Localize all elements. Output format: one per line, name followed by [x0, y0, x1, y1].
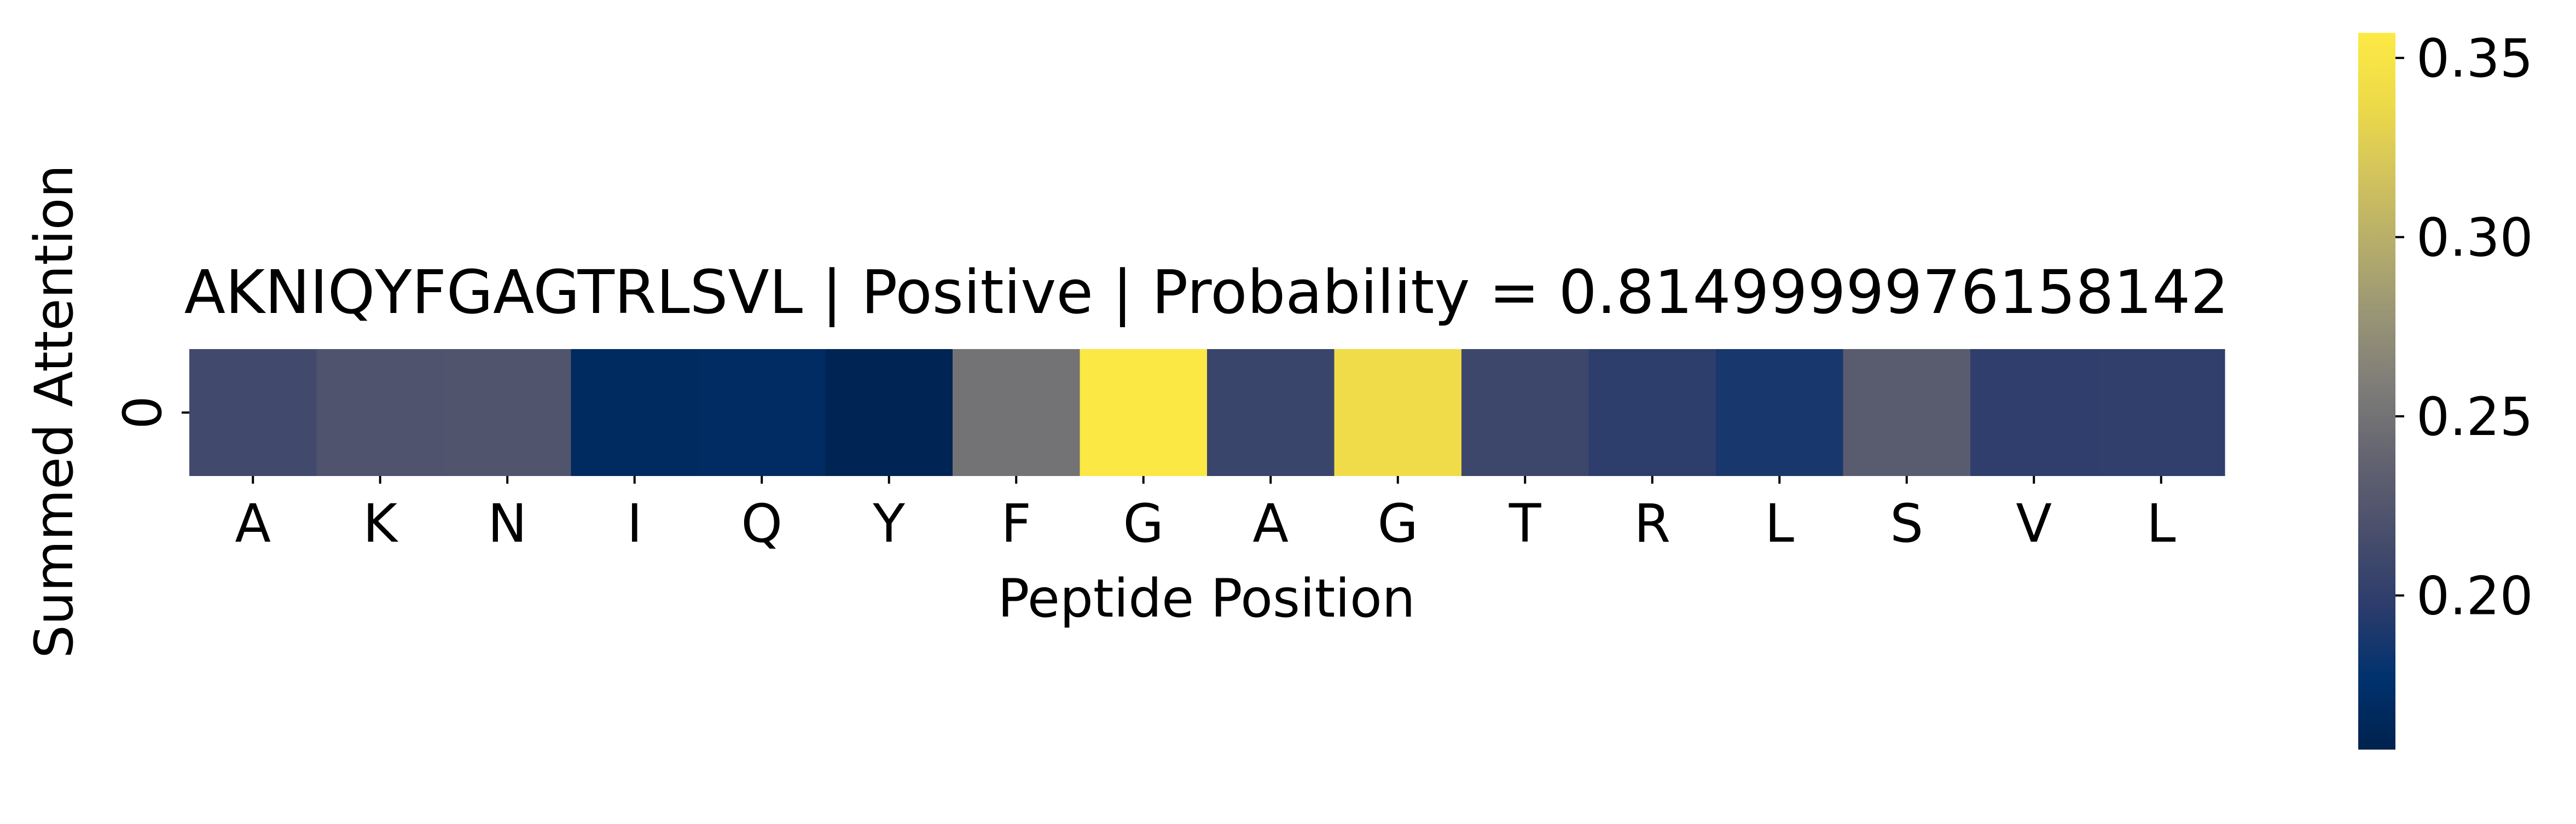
heatmap-cell — [825, 349, 953, 476]
x-tick-label: R — [1634, 493, 1670, 554]
heatmap-cell — [1461, 349, 1589, 476]
x-tick-label: G — [1123, 493, 1164, 554]
y-axis-label: Summed Attention — [24, 165, 85, 658]
x-tick-label: V — [2016, 493, 2052, 554]
y-axis-ticks: 0 — [112, 396, 189, 430]
x-tick-label: I — [627, 493, 642, 554]
heatmap-cell — [1588, 349, 1716, 476]
chart-title: AKNIQYFGAGTRLSVL | Positive | Probabilit… — [184, 257, 2229, 328]
colorbar-tick-label: 0.20 — [2416, 565, 2533, 626]
y-tick-label: 0 — [112, 396, 173, 429]
colorbar-tick-label: 0.30 — [2416, 207, 2533, 268]
x-axis-label: Peptide Position — [997, 568, 1415, 629]
heatmap-cell — [1334, 349, 1462, 476]
x-tick-label: Q — [741, 493, 782, 554]
heatmap-cell — [1843, 349, 1971, 476]
x-tick-label: L — [1765, 493, 1794, 554]
x-tick-label: L — [2146, 493, 2175, 554]
colorbar-tick-label: 0.25 — [2416, 386, 2533, 448]
heatmap-cell — [2097, 349, 2225, 476]
heatmap-cell — [698, 349, 826, 476]
x-tick-label: K — [363, 493, 398, 554]
x-tick-label: N — [488, 493, 527, 554]
heatmap-cell — [1716, 349, 1844, 476]
heatmap-cell — [953, 349, 1081, 476]
heatmap-cell — [1080, 349, 1208, 476]
heatmap-cell — [444, 349, 572, 476]
colorbar-ticks: 0.20 0.25 0.30 0.35 — [2395, 28, 2533, 626]
heatmap-cells — [189, 349, 2225, 476]
heatmap-cell — [189, 349, 317, 476]
colorbar-tick-label: 0.35 — [2416, 28, 2533, 89]
colorbar: 0.20 0.25 0.30 0.35 — [2358, 28, 2533, 750]
heatmap-cell — [1207, 349, 1335, 476]
heatmap-cell — [316, 349, 444, 476]
x-tick-label: T — [1509, 493, 1541, 554]
heatmap-cell — [1970, 349, 2098, 476]
x-tick-label: A — [1252, 493, 1289, 554]
x-tick-label: F — [1001, 493, 1031, 554]
colorbar-gradient — [2358, 33, 2395, 750]
heatmap-cell — [571, 349, 699, 476]
x-tick-label: Y — [872, 493, 905, 554]
x-tick-label: S — [1890, 493, 1923, 554]
x-tick-label: G — [1378, 493, 1418, 554]
x-tick-label: A — [235, 493, 271, 554]
